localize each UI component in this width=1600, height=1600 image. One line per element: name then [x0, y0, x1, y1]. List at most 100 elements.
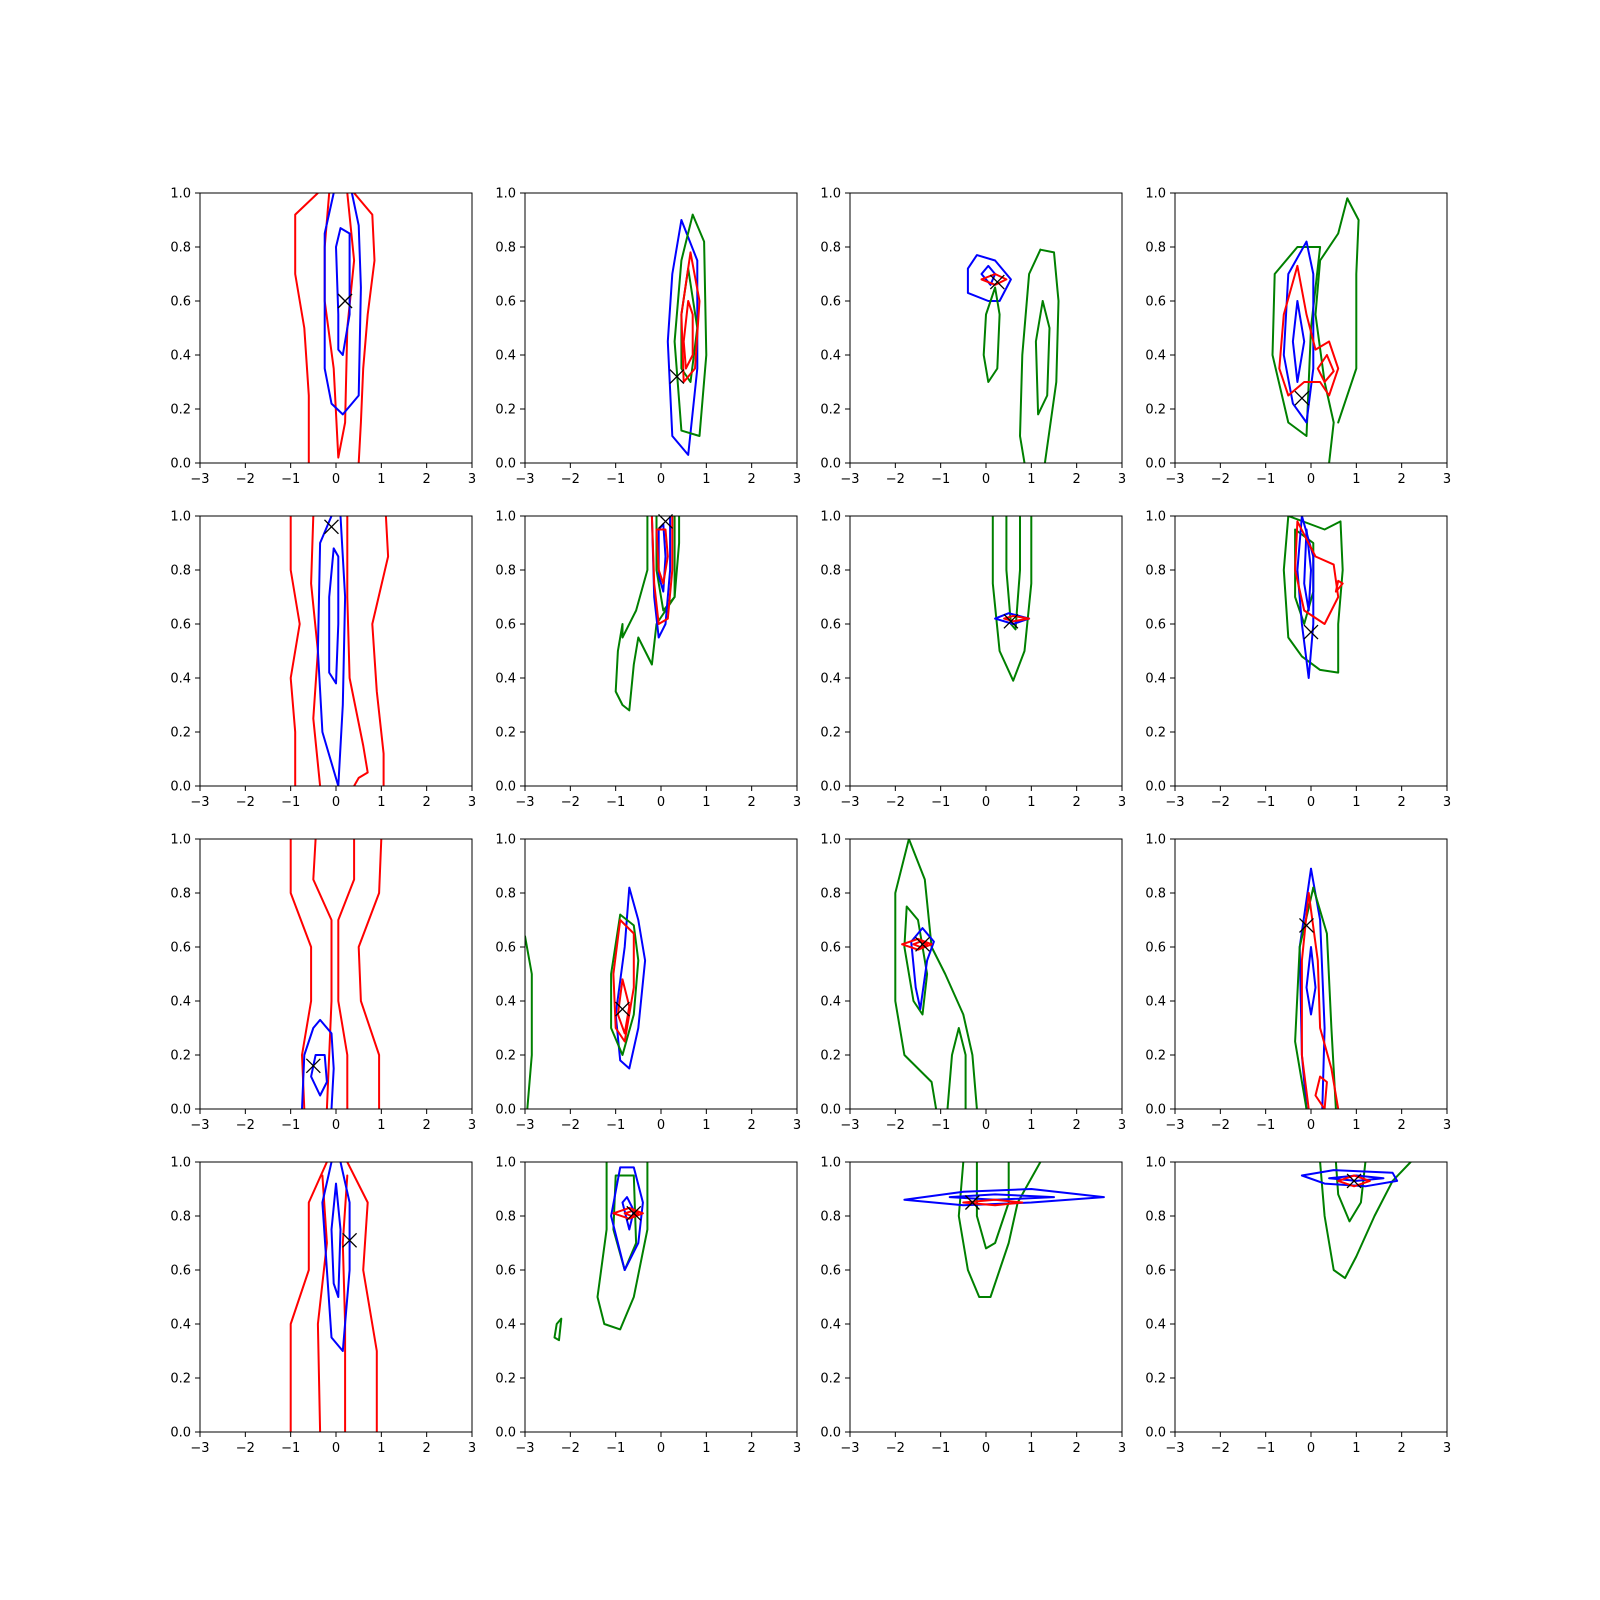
subplot-3-3: −3 −2 −1 0 1 2 3 0.0 0.2 0.4 0.6 0.8 1.0	[820, 833, 1126, 1134]
y-tick-label: 0.8	[1145, 887, 1166, 902]
x-tick-label: 0	[332, 1441, 340, 1456]
axes-frame	[199, 515, 473, 787]
y-tick-label: 0.0	[495, 1103, 516, 1118]
x-tick-label: −1	[931, 472, 950, 487]
y-tick-label: 0.4	[820, 1318, 841, 1333]
x-tick-label: −3	[515, 472, 534, 487]
x-tick-label: −2	[236, 1118, 255, 1133]
red-contour-line	[1337, 1174, 1371, 1188]
contour-group	[1271, 197, 1360, 463]
y-tick-label: 0.0	[820, 457, 841, 472]
y-tick-label: 0.2	[170, 726, 191, 741]
green-contour-line	[903, 905, 929, 1016]
y-tick-label: 1.0	[170, 187, 191, 202]
y-tick-label: 0.4	[170, 995, 191, 1010]
x-tick-label: 2	[748, 472, 756, 487]
x-tick-label: 0	[657, 1441, 665, 1456]
blue-contour-line	[1298, 867, 1312, 1109]
green-contour-line	[1319, 1162, 1412, 1280]
x-tick-label: −2	[236, 795, 255, 810]
x-tick-label: 3	[1443, 795, 1451, 810]
red-contour-line	[612, 1206, 644, 1220]
x-marker	[1294, 390, 1310, 406]
red-contour-line	[901, 937, 933, 951]
green-contour-line	[1282, 516, 1344, 674]
x-tick-label: 3	[1443, 1441, 1451, 1456]
x-tick-label: 2	[1073, 472, 1081, 487]
x-tick-label: 1	[1352, 795, 1360, 810]
subplot-2-2: −3 −2 −1 0 1 2 3 0.0 0.2 0.4 0.6 0.8 1.0	[495, 510, 801, 811]
y-tick-label: 0.2	[495, 403, 516, 418]
y-tick-label: 0.2	[170, 1049, 191, 1064]
green-contour-line	[596, 1162, 649, 1331]
y-tick-label: 0.0	[820, 1103, 841, 1118]
red-contour-line	[289, 516, 301, 786]
x-tick-label: 2	[748, 1441, 756, 1456]
blue-contour-line	[328, 547, 340, 685]
x-marker	[669, 369, 685, 385]
axes-frame	[1174, 838, 1448, 1110]
subplot-2-3: −3 −2 −1 0 1 2 3 0.0 0.2 0.4 0.6 0.8 1.0	[820, 510, 1126, 811]
y-tick-label: 0.8	[170, 241, 191, 256]
y-tick-label: 0.0	[495, 1426, 516, 1441]
red-contour-line	[1316, 354, 1335, 383]
green-contour-line	[1039, 248, 1060, 463]
y-tick-label: 1.0	[1145, 833, 1166, 848]
y-tick-label: 0.4	[495, 1318, 516, 1333]
y-tick-label: 0.8	[495, 1210, 516, 1225]
y-tick-label: 0.4	[495, 995, 516, 1010]
y-tick-label: 0.6	[1145, 295, 1166, 310]
y-tick-label: 0.6	[495, 618, 516, 633]
subplot-1-1: −3 −2 −1 0 1 2 3 0.0 0.2 0.4 0.6 0.8 1.0	[170, 187, 476, 488]
x-marker	[658, 513, 673, 529]
red-contour-line	[371, 516, 390, 786]
y-tick-label: 0.8	[1145, 1210, 1166, 1225]
x-tick-label: 0	[982, 1118, 990, 1133]
red-contour-line	[312, 839, 333, 1109]
red-contour-line	[1307, 892, 1340, 1109]
y-tick-label: 0.6	[820, 941, 841, 956]
y-tick-label: 0.6	[170, 1264, 191, 1279]
y-tick-label: 0.2	[820, 1049, 841, 1064]
y-tick-label: 0.4	[1145, 672, 1166, 687]
x-tick-label: 3	[468, 472, 476, 487]
green-contour-line	[1034, 300, 1051, 416]
x-tick-label: 1	[377, 795, 385, 810]
y-tick-label: 0.0	[820, 1426, 841, 1441]
x-tick-label: −2	[1211, 1118, 1230, 1133]
x-tick-label: −1	[1256, 1118, 1275, 1133]
y-tick-label: 1.0	[170, 510, 191, 525]
x-tick-label: 0	[657, 795, 665, 810]
y-tick-label: 0.0	[1145, 1426, 1166, 1441]
x-tick-label: −2	[1211, 795, 1230, 810]
x-tick-label: −2	[886, 1441, 905, 1456]
subplot-3-4: −3 −2 −1 0 1 2 3 0.0 0.2 0.4 0.6 0.8 1.0	[1145, 833, 1451, 1134]
y-tick-label: 1.0	[820, 1156, 841, 1171]
blue-contour-line	[948, 1193, 1055, 1201]
y-tick-label: 0.6	[1145, 1264, 1166, 1279]
x-marker	[964, 1195, 980, 1210]
x-tick-label: −1	[1256, 1441, 1275, 1456]
x-tick-label: −1	[1256, 472, 1275, 487]
red-contour-line	[1294, 520, 1340, 625]
y-tick-label: 0.2	[820, 1372, 841, 1387]
red-contour-line	[346, 516, 369, 786]
y-tick-label: 0.2	[1145, 1049, 1166, 1064]
green-contour-line	[610, 913, 640, 1056]
x-tick-label: 1	[702, 472, 710, 487]
red-contour-line	[346, 1162, 378, 1432]
x-marker	[915, 936, 930, 952]
red-contour-line	[680, 251, 701, 383]
x-tick-label: 1	[1027, 1118, 1035, 1133]
blue-contour-line	[301, 1018, 335, 1109]
green-contour-line	[673, 213, 708, 437]
x-tick-label: −1	[1256, 795, 1275, 810]
y-tick-label: 0.0	[1145, 1103, 1166, 1118]
x-tick-label: 2	[1398, 1118, 1406, 1133]
axes-frame	[849, 838, 1123, 1110]
contour-group	[294, 193, 376, 463]
y-tick-label: 0.4	[170, 349, 191, 364]
red-contour-line	[341, 1174, 349, 1432]
x-tick-label: −2	[561, 1441, 580, 1456]
